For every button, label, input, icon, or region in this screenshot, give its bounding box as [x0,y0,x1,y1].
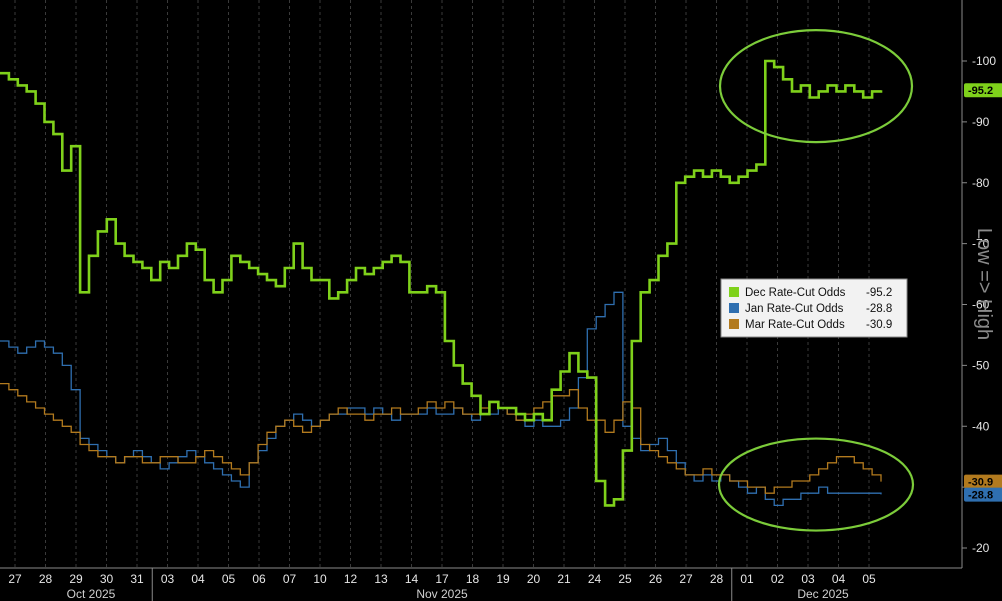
annotation-ellipse-0 [718,29,914,144]
legend-label-dec: Dec Rate-Cut Odds [745,287,846,299]
series-line-mar [0,382,882,494]
month-label: Oct 2025 [67,587,116,601]
last-value-flag [964,474,1002,489]
x-tick-label: 28 [710,572,724,586]
y-tick-label: -20 [972,541,990,555]
y-axis-ticks: -20-30-40-50-60-70-80-90-100 [962,54,996,555]
last-value-label: -30.9 [968,477,993,489]
last-value-flag [964,487,1002,502]
x-tick-label: 01 [740,572,754,586]
legend-label-jan: Jan Rate-Cut Odds [745,303,844,315]
x-tick-label: 05 [222,572,236,586]
x-tick-label: 28 [39,572,53,586]
annotation-ellipse-1 [717,437,915,532]
month-label: Nov 2025 [416,587,468,601]
x-tick-label: 18 [466,572,480,586]
last-value-label: -28.8 [968,490,993,502]
last-value-flag [964,83,1002,98]
x-tick-label: 06 [252,572,266,586]
x-tick-label: 05 [862,572,876,586]
x-tick-label: 02 [771,572,785,586]
series-lines [0,59,883,507]
x-tick-label: 21 [557,572,571,586]
y-tick-label: -40 [972,419,990,433]
x-tick-label: 03 [801,572,815,586]
x-tick-label: 17 [435,572,449,586]
x-axis-months: Oct 2025 Nov 2025 Dec 2025 [67,568,849,601]
x-tick-label: 12 [344,572,358,586]
legend-swatch-jan [729,303,739,313]
month-label: Dec 2025 [797,587,849,601]
x-tick-label: 04 [832,572,846,586]
last-value-flags: -95.2 -30.9-28.8 [964,83,1002,502]
y-tick-label: -60 [972,298,990,312]
x-tick-label: 27 [679,572,693,586]
x-tick-label: 03 [161,572,175,586]
legend-swatch-mar [729,319,739,329]
y-tick-label: -80 [972,176,990,190]
legend-box [720,278,908,338]
series-line-dec [0,59,883,507]
x-tick-label: 13 [374,572,388,586]
legend-value-dec: -95.2 [866,287,892,299]
x-tick-label: 29 [69,572,83,586]
x-tick-label: 20 [527,572,541,586]
y-tick-label: -50 [972,358,990,372]
x-tick-label: 19 [496,572,510,586]
y-tick-label: -90 [972,115,990,129]
y-tick-label: -70 [972,237,990,251]
legend-swatch-dec [729,287,739,297]
x-tick-label: 24 [588,572,602,586]
x-tick-label: 04 [191,572,205,586]
annotation-ellipses [717,29,915,532]
y-axis-title: Low => High [973,228,995,340]
legend-value-mar: -30.9 [866,319,892,331]
legend: Dec Rate-Cut Odds -95.2 Jan Rate-Cut Odd… [720,278,908,338]
x-tick-label: 07 [283,572,297,586]
x-tick-label: 10 [313,572,327,586]
x-tick-label: 14 [405,572,419,586]
x-tick-label: 27 [8,572,22,586]
x-tick-label: 25 [618,572,632,586]
x-tick-label: 26 [649,572,663,586]
legend-value-jan: -28.8 [866,303,892,315]
y-tick-label: -100 [972,54,996,68]
x-tick-label: 30 [100,572,114,586]
x-tick-label: 31 [130,572,144,586]
last-value-label: -95.2 [968,85,993,97]
x-axis-ticks: 27 28 29 30 31 03 04 05 06 07 10 12 13 14 17 18 19 20 21 24… [8,572,876,586]
legend-label-mar: Mar Rate-Cut Odds [745,319,845,331]
